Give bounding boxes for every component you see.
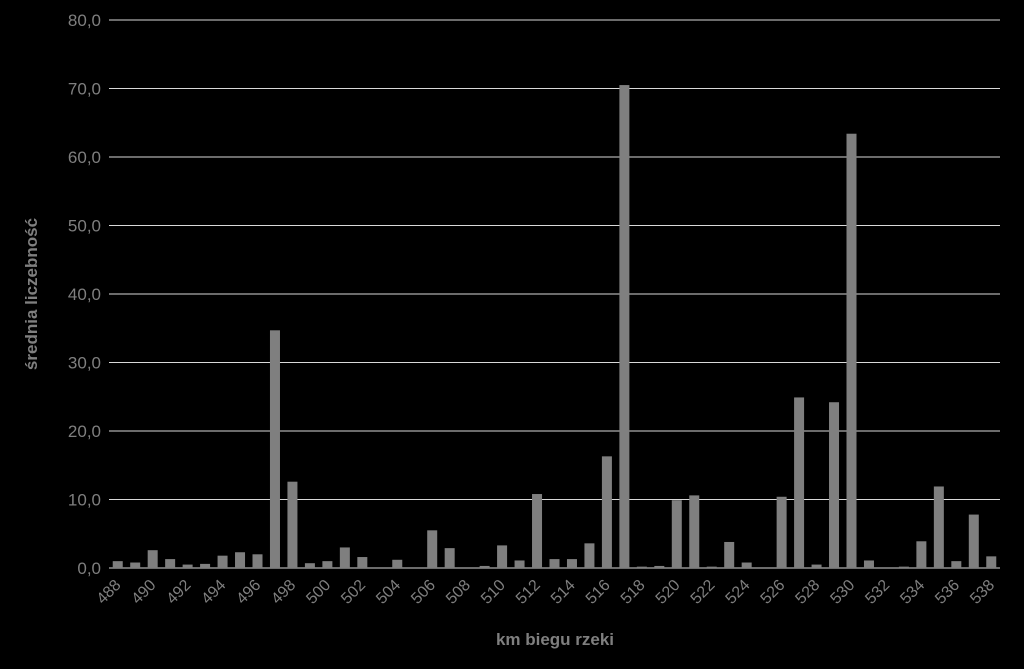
bar: [269, 330, 280, 568]
x-axis-ticks: 488 490 492 494 496 498 500 502 504 506 508 510 512 5…: [94, 577, 998, 608]
bar: [130, 562, 141, 568]
x-tick-label: 500: [303, 577, 334, 608]
bar: [829, 402, 840, 568]
bar: [671, 500, 682, 568]
x-tick-label: 520: [653, 577, 684, 608]
bar: [724, 541, 735, 568]
x-tick-label: 498: [268, 577, 299, 608]
bar: [933, 486, 944, 568]
bar: [497, 545, 508, 568]
y-tick-label: 10,0: [68, 491, 101, 510]
x-tick-label: 506: [408, 577, 439, 608]
y-tick-label: 50,0: [68, 217, 101, 236]
x-tick-label: 488: [94, 577, 125, 608]
x-tick-label: 508: [443, 577, 474, 608]
bar: [165, 559, 176, 568]
bar: [636, 566, 647, 568]
x-tick-label: 518: [618, 577, 649, 608]
x-tick-label: 532: [862, 577, 893, 608]
x-tick-label: 502: [338, 577, 369, 608]
bar: [252, 554, 263, 568]
bar: [444, 548, 455, 568]
bar: [689, 495, 700, 568]
bar: [357, 557, 368, 568]
x-tick-label: 510: [478, 577, 509, 608]
y-tick-label: 80,0: [68, 11, 101, 30]
bar: [619, 85, 630, 568]
x-tick-label: 514: [548, 577, 579, 608]
bar: [549, 559, 560, 568]
bar: [287, 481, 298, 568]
bar: [147, 550, 158, 568]
bar: [322, 561, 333, 568]
bar: [846, 133, 857, 568]
x-axis-title: km biegu rzeki: [496, 630, 614, 649]
bar: [182, 564, 193, 568]
bar: [863, 560, 874, 568]
bar: [601, 456, 612, 568]
x-tick-label: 504: [373, 577, 404, 608]
bar: [584, 543, 595, 568]
bar: [200, 563, 211, 568]
y-tick-label: 0,0: [77, 559, 101, 578]
y-tick-label: 40,0: [68, 285, 101, 304]
bar: [112, 561, 123, 568]
bar: [811, 564, 822, 568]
bar: [304, 563, 315, 568]
bar: [741, 562, 752, 568]
x-tick-label: 492: [164, 577, 195, 608]
x-tick-label: 496: [233, 577, 264, 608]
bar: [235, 552, 246, 568]
y-tick-label: 70,0: [68, 80, 101, 99]
y-axis-title: średnia liczebność: [22, 218, 41, 370]
bar: [339, 547, 350, 568]
y-tick-label: 20,0: [68, 422, 101, 441]
x-tick-label: 516: [583, 577, 614, 608]
y-axis-ticks: 0,0 10,0 20,0 30,0 40,0 50,0 60,0 70,0 80,0: [68, 11, 101, 578]
x-tick-label: 494: [198, 577, 229, 608]
bar: [776, 496, 787, 568]
bar: [392, 559, 403, 568]
x-tick-label: 526: [758, 577, 789, 608]
bars: [112, 85, 997, 568]
bar: [566, 559, 577, 568]
x-tick-label: 512: [513, 577, 544, 608]
x-tick-label: 534: [897, 577, 928, 608]
x-tick-label: 530: [827, 577, 858, 608]
bar: [479, 565, 490, 568]
x-tick-label: 522: [688, 577, 719, 608]
bar: [898, 566, 909, 568]
bar: [916, 541, 927, 568]
bar: [968, 514, 979, 568]
bar: [532, 494, 543, 568]
bar: [706, 566, 717, 568]
bar: [514, 560, 525, 568]
x-tick-label: 536: [932, 577, 963, 608]
bar: [427, 530, 438, 568]
gridlines: [109, 19, 1000, 569]
y-tick-label: 30,0: [68, 354, 101, 373]
x-tick-label: 490: [129, 577, 160, 608]
x-tick-label: 538: [967, 577, 998, 608]
bar: [794, 397, 805, 568]
bar: [951, 561, 962, 568]
x-tick-label: 528: [792, 577, 823, 608]
y-tick-label: 60,0: [68, 148, 101, 167]
bar: [986, 556, 997, 568]
bar: [654, 565, 665, 568]
bar: [217, 555, 228, 568]
x-tick-label: 524: [723, 577, 754, 608]
